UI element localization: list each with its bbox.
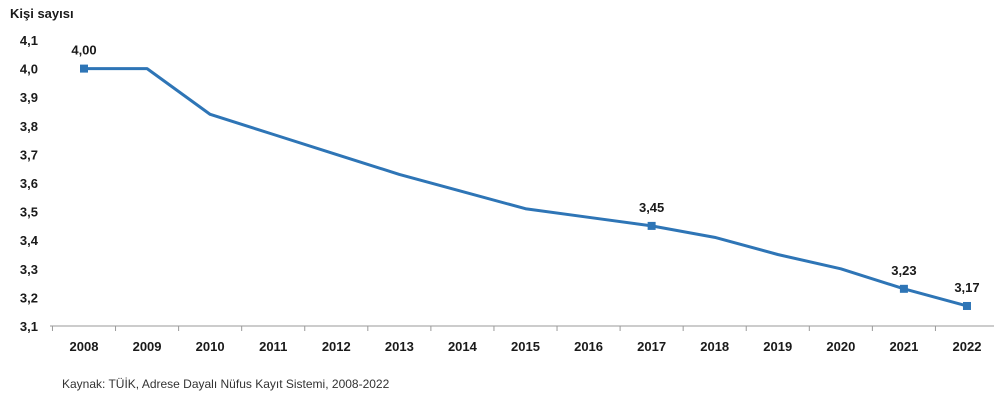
y-tick-label: 3,6 [20,176,38,191]
x-tick-label: 2012 [322,339,351,354]
source-note: Kaynak: TÜİK, Adrese Dayalı Nüfus Kayıt … [62,377,390,391]
x-tick-label: 2018 [700,339,729,354]
x-tick-label: 2015 [511,339,540,354]
y-tick-label: 3,7 [20,147,38,162]
x-tick-label: 2011 [259,339,287,354]
y-tick-label: 3,9 [20,90,38,105]
series-line [82,67,969,308]
y-axis-title: Kişi sayısı [10,6,74,21]
y-tick-label: 3,1 [20,319,38,334]
x-tick-label: 2020 [826,339,855,354]
x-tick-label: 2008 [70,339,99,354]
x-axis: 2008 2009 2010 2011 2012 2013 2014 2015 2016 2017… [50,325,994,354]
x-tick-label: 2021 [889,339,918,354]
y-tick-label: 3,3 [20,262,38,277]
y-tick-label: 3,2 [20,290,38,305]
x-tick-label: 2013 [385,339,414,354]
y-tick-label: 4,0 [20,62,38,77]
data-point-marker [899,284,908,293]
x-tick-label: 2009 [133,339,162,354]
marker-layer: 4,00 3,45 3,23 3,17 [71,43,980,310]
y-tick-label: 3,8 [20,119,38,134]
series-layer [82,67,969,308]
x-tick-label: 2017 [637,339,666,354]
data-point-label: 4,00 [71,43,96,58]
y-tick-label: 3,5 [20,205,38,220]
x-tick-label: 2010 [196,339,225,354]
data-point-marker [80,64,88,73]
data-point-label: 3,17 [954,280,979,295]
x-tick-label: 2019 [763,339,792,354]
data-point-marker [647,221,656,230]
y-tick-label: 4,1 [20,33,38,48]
y-axis-ticks: 4,1 4,0 3,9 3,8 3,7 3,6 3,5 3,4 3,3 3,2 3,1 [20,33,39,334]
data-point-label: 3,23 [891,263,916,278]
data-point-marker [962,301,971,310]
x-tick-label: 2016 [574,339,603,354]
x-tick-label: 2022 [953,339,982,354]
data-point-label: 3,45 [639,200,664,215]
y-tick-label: 3,4 [20,233,39,248]
x-tick-label: 2014 [448,339,478,354]
